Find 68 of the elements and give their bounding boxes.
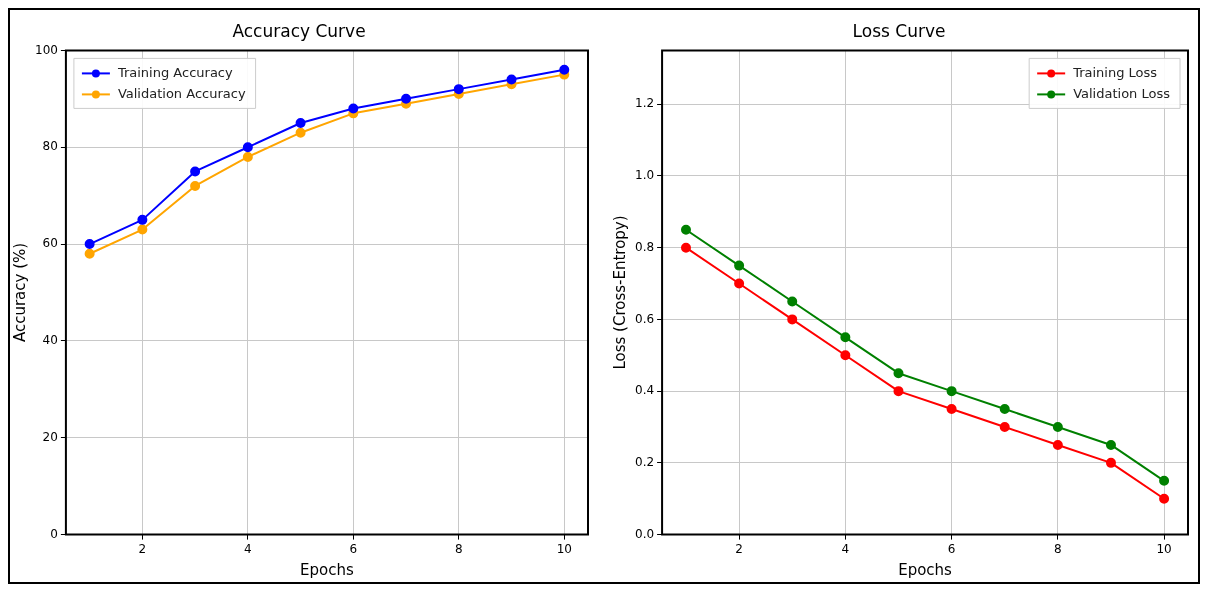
chart-title: Accuracy Curve bbox=[232, 20, 366, 41]
y-tick-label: 0 bbox=[50, 526, 58, 541]
point bbox=[190, 180, 201, 191]
point bbox=[946, 386, 957, 397]
point bbox=[1159, 475, 1170, 486]
chart-title: Loss Curve bbox=[852, 20, 946, 41]
point bbox=[840, 332, 851, 343]
point bbox=[453, 84, 464, 95]
x-tick-label: 4 bbox=[841, 541, 850, 556]
point bbox=[242, 142, 253, 153]
point bbox=[401, 93, 412, 104]
point bbox=[840, 350, 851, 361]
y-tick-label: 80 bbox=[42, 139, 58, 154]
point bbox=[137, 224, 148, 235]
x-axis-title: Epochs bbox=[898, 560, 953, 579]
point bbox=[787, 314, 798, 325]
y-tick-label: 0.2 bbox=[634, 454, 655, 469]
point bbox=[999, 422, 1010, 432]
y-axis-title: Accuracy (%) bbox=[10, 242, 29, 343]
point bbox=[1052, 439, 1063, 450]
x-tick-label: 6 bbox=[349, 541, 358, 556]
point bbox=[84, 248, 95, 259]
x-tick-label: 8 bbox=[454, 541, 463, 556]
x-tick-label: 10 bbox=[556, 541, 572, 556]
point bbox=[559, 64, 570, 75]
y-tick-label: 0.0 bbox=[634, 526, 655, 541]
point bbox=[734, 278, 745, 289]
point bbox=[348, 103, 359, 114]
point bbox=[1052, 422, 1063, 432]
legend-label: Training Loss bbox=[1072, 64, 1158, 80]
y-tick-label: 40 bbox=[42, 333, 58, 348]
point bbox=[295, 127, 306, 138]
point bbox=[506, 74, 517, 85]
x-tick-label: 2 bbox=[735, 541, 743, 556]
point bbox=[1105, 439, 1116, 450]
point bbox=[1105, 457, 1116, 468]
point bbox=[893, 386, 904, 397]
point bbox=[190, 166, 201, 177]
y-tick-label: 0.8 bbox=[634, 239, 655, 254]
point bbox=[999, 404, 1010, 415]
y-tick-label: 1.2 bbox=[634, 96, 655, 111]
y-tick-label: 1.0 bbox=[634, 168, 655, 183]
point bbox=[137, 214, 148, 225]
y-tick-label: 20 bbox=[42, 429, 58, 444]
x-tick-label: 4 bbox=[244, 541, 252, 556]
legend-label: Training Accuracy bbox=[116, 64, 233, 80]
x-tick-label: 6 bbox=[947, 541, 956, 556]
y-tick-label: 0.4 bbox=[634, 383, 655, 398]
point bbox=[84, 239, 95, 250]
x-tick-label: 10 bbox=[1156, 541, 1172, 556]
point bbox=[1159, 493, 1170, 504]
x-tick-label: 8 bbox=[1054, 541, 1062, 556]
point bbox=[787, 296, 798, 307]
point bbox=[680, 224, 691, 235]
y-tick-label: 60 bbox=[42, 236, 58, 251]
y-axis-title: Loss (Cross-Entropy) bbox=[610, 215, 629, 370]
point bbox=[946, 404, 957, 415]
point bbox=[734, 260, 745, 271]
x-tick-label: 2 bbox=[138, 541, 147, 556]
point bbox=[680, 242, 691, 253]
point bbox=[893, 368, 904, 379]
legend-label: Validation Accuracy bbox=[117, 85, 246, 101]
point bbox=[295, 118, 306, 129]
y-tick-label: 100 bbox=[35, 42, 58, 57]
y-tick-label: 0.6 bbox=[634, 311, 655, 326]
point bbox=[242, 151, 253, 162]
legend-label: Validation Loss bbox=[1073, 85, 1171, 101]
x-axis-title: Epochs bbox=[300, 560, 355, 579]
